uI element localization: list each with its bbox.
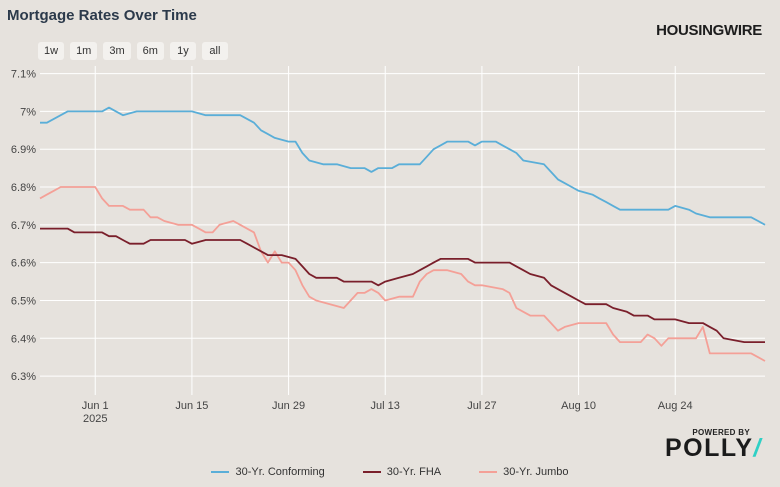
legend-label-jumbo: 30-Yr. Jumbo: [503, 466, 569, 478]
x-tick-label: Jun 15: [175, 400, 208, 412]
x-tick-label: Jun 29: [272, 400, 305, 412]
y-tick-label: 6.3%: [11, 371, 36, 383]
y-tick-label: 6.7%: [11, 220, 36, 232]
x-tick-sublabel: 2025: [83, 413, 107, 425]
y-tick-label: 6.4%: [11, 333, 36, 345]
x-tick-label: Jul 27: [467, 400, 496, 412]
y-tick-label: 7%: [20, 106, 36, 118]
y-tick-label: 6.8%: [11, 182, 36, 194]
x-tick-label: Aug 24: [658, 400, 693, 412]
polly-logo-text: POLLY: [665, 434, 754, 462]
range-button-1m[interactable]: 1m: [70, 42, 98, 60]
legend-label-conforming: 30-Yr. Conforming: [235, 466, 325, 478]
legend-swatch-jumbo: [479, 471, 498, 473]
x-tick-label: Aug 10: [561, 400, 596, 412]
legend-label-fha: 30-Yr. FHA: [386, 466, 442, 478]
range-button-3m[interactable]: 3m: [103, 42, 131, 60]
y-tick-label: 6.9%: [11, 144, 36, 156]
range-button-1y[interactable]: 1y: [169, 42, 196, 60]
y-tick-label: 7.1%: [11, 69, 36, 81]
range-button-6m[interactable]: 6m: [136, 42, 164, 60]
legend-item-jumbo[interactable]: 30-Yr. Jumbo: [479, 466, 569, 478]
series-line-fha: [40, 227, 765, 343]
legend-item-conforming[interactable]: 30-Yr. Conforming: [211, 466, 325, 478]
range-selector: 1w 1m 3m 6m 1y all: [38, 42, 228, 60]
range-button-1w[interactable]: 1w: [38, 42, 65, 60]
y-tick-label: 6.6%: [11, 258, 36, 270]
chart-legend: 30-Yr. Conforming 30-Yr. FHA 30-Yr. Jumb…: [0, 466, 780, 478]
series-line-jumbo: [39, 186, 766, 362]
powered-by-label: POWERED BY: [692, 428, 750, 437]
polly-logo: POLLY/: [665, 434, 762, 463]
range-button-all[interactable]: all: [201, 42, 228, 60]
x-tick-label: Jul 13: [371, 400, 400, 412]
x-tick-label: Jun 1: [82, 400, 109, 412]
chart-title: Mortgage Rates Over Time: [7, 7, 197, 24]
housingwire-logo: HOUSINGWIRE: [656, 22, 762, 39]
legend-item-fha[interactable]: 30-Yr. FHA: [362, 466, 442, 478]
legend-swatch-fha: [362, 471, 381, 473]
legend-swatch-conforming: [211, 471, 230, 473]
polly-slash-mark: /: [753, 434, 762, 462]
y-tick-label: 6.5%: [11, 295, 36, 307]
series-line-conforming: [40, 106, 766, 226]
